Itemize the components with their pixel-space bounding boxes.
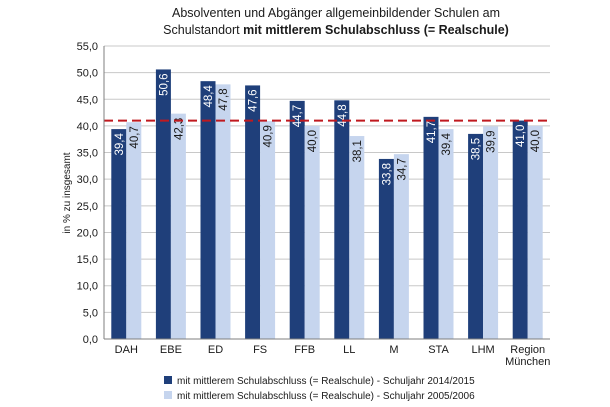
y-tick-label: 45,0: [77, 94, 98, 106]
bar-2014: [245, 85, 261, 340]
data-label: 47,8: [218, 88, 230, 110]
bar-2005: [483, 126, 499, 339]
legend-swatch-2005: [164, 391, 172, 399]
chart-title-line-2-bold: mit mittlerem Schulabschluss (= Realschu…: [243, 23, 509, 37]
bar-2005: [260, 121, 276, 339]
bar-2014: [378, 158, 394, 339]
data-label: 40,0: [307, 130, 319, 152]
bar-2014: [468, 133, 484, 339]
data-label: 38,1: [352, 140, 364, 162]
y-tick-label: 50,0: [77, 68, 98, 80]
y-axis-label: in % zu insgesamt: [62, 152, 73, 233]
data-label: 38,5: [471, 138, 483, 160]
bar-2005: [304, 125, 320, 339]
data-label: 50,6: [158, 73, 170, 95]
chart-title-line-2-plain: Schulstandort: [163, 23, 243, 37]
bar-2014: [155, 69, 171, 339]
x-tick-label: FS: [253, 344, 267, 356]
y-tick-label: 10,0: [77, 281, 98, 293]
bar-2014: [200, 81, 216, 339]
bar-2014: [334, 100, 350, 339]
data-label: 33,8: [381, 163, 393, 185]
bar-2005: [349, 136, 365, 339]
x-tick-label: Region: [510, 344, 545, 356]
chart-title-line-2: Schulstandort mit mittlerem Schulabschlu…: [163, 23, 509, 37]
legend-swatch-2014: [164, 376, 172, 384]
legend: mit mittlerem Schulabschluss (= Realschu…: [164, 376, 475, 402]
data-label: 42,3: [173, 118, 185, 140]
chart-title-line-1: Absolventen und Abgänger allgemeinbilden…: [172, 6, 500, 20]
data-label: 39,4: [114, 133, 126, 156]
bar-2014: [289, 100, 305, 339]
data-label: 40,9: [263, 125, 275, 147]
y-tick-label: 30,0: [77, 174, 98, 186]
bars: 39,4 40,750,642,348,4 47,8 47,640,944,740,0…: [111, 69, 543, 340]
bar-2005: [215, 84, 231, 340]
y-tick-label: 55,0: [77, 41, 98, 53]
y-tick-label: 25,0: [77, 201, 98, 213]
bar-2014: [111, 129, 127, 339]
bar-2005: [527, 125, 543, 339]
axes: [103, 46, 550, 340]
data-label: 34,7: [396, 158, 408, 180]
bar-2014: [423, 116, 439, 340]
y-tick-label: 40,0: [77, 121, 98, 133]
bar-2005: [170, 113, 186, 339]
y-tick-label: 0,0: [83, 334, 98, 346]
y-tick-label: 5,0: [83, 307, 98, 319]
data-label: 40,7: [129, 126, 141, 148]
data-label: 40,0: [530, 130, 542, 152]
data-label: 41,0: [515, 125, 527, 147]
y-tick-label: 15,0: [77, 254, 98, 266]
bar-2005: [438, 129, 454, 339]
x-tick-label: LHM: [471, 344, 494, 356]
data-label: 39,9: [486, 130, 498, 152]
y-axis-ticks: 0,0 5,0 10,0 15,0 20,0 25,0 30,0 35,0 40,0 45,0 50…: [77, 41, 98, 346]
data-label: 47,6: [248, 89, 260, 111]
x-tick-label: LL: [343, 344, 355, 356]
data-label: 41,7: [426, 121, 438, 143]
legend-label-2005: mit mittlerem Schulabschluss (= Realschu…: [177, 391, 475, 402]
legend-label-2014: mit mittlerem Schulabschluss (= Realschu…: [177, 376, 475, 387]
bar-2005: [126, 122, 142, 340]
x-tick-label: M: [389, 344, 398, 356]
x-tick-label: STA: [428, 344, 449, 356]
data-label: 39,4: [441, 133, 453, 156]
x-tick-label: ED: [208, 344, 223, 356]
x-tick-label: München: [505, 356, 550, 368]
data-label: 44,7: [292, 105, 304, 127]
x-tick-label: EBE: [160, 344, 182, 356]
x-tick-label: FFB: [294, 344, 315, 356]
y-tick-label: 35,0: [77, 148, 98, 160]
data-label: 48,4: [203, 85, 215, 108]
y-tick-label: 20,0: [77, 227, 98, 239]
bar-2014: [512, 120, 528, 339]
data-label: 44,8: [337, 104, 349, 126]
bar-2005: [393, 154, 409, 339]
x-tick-label: DAH: [115, 344, 138, 356]
